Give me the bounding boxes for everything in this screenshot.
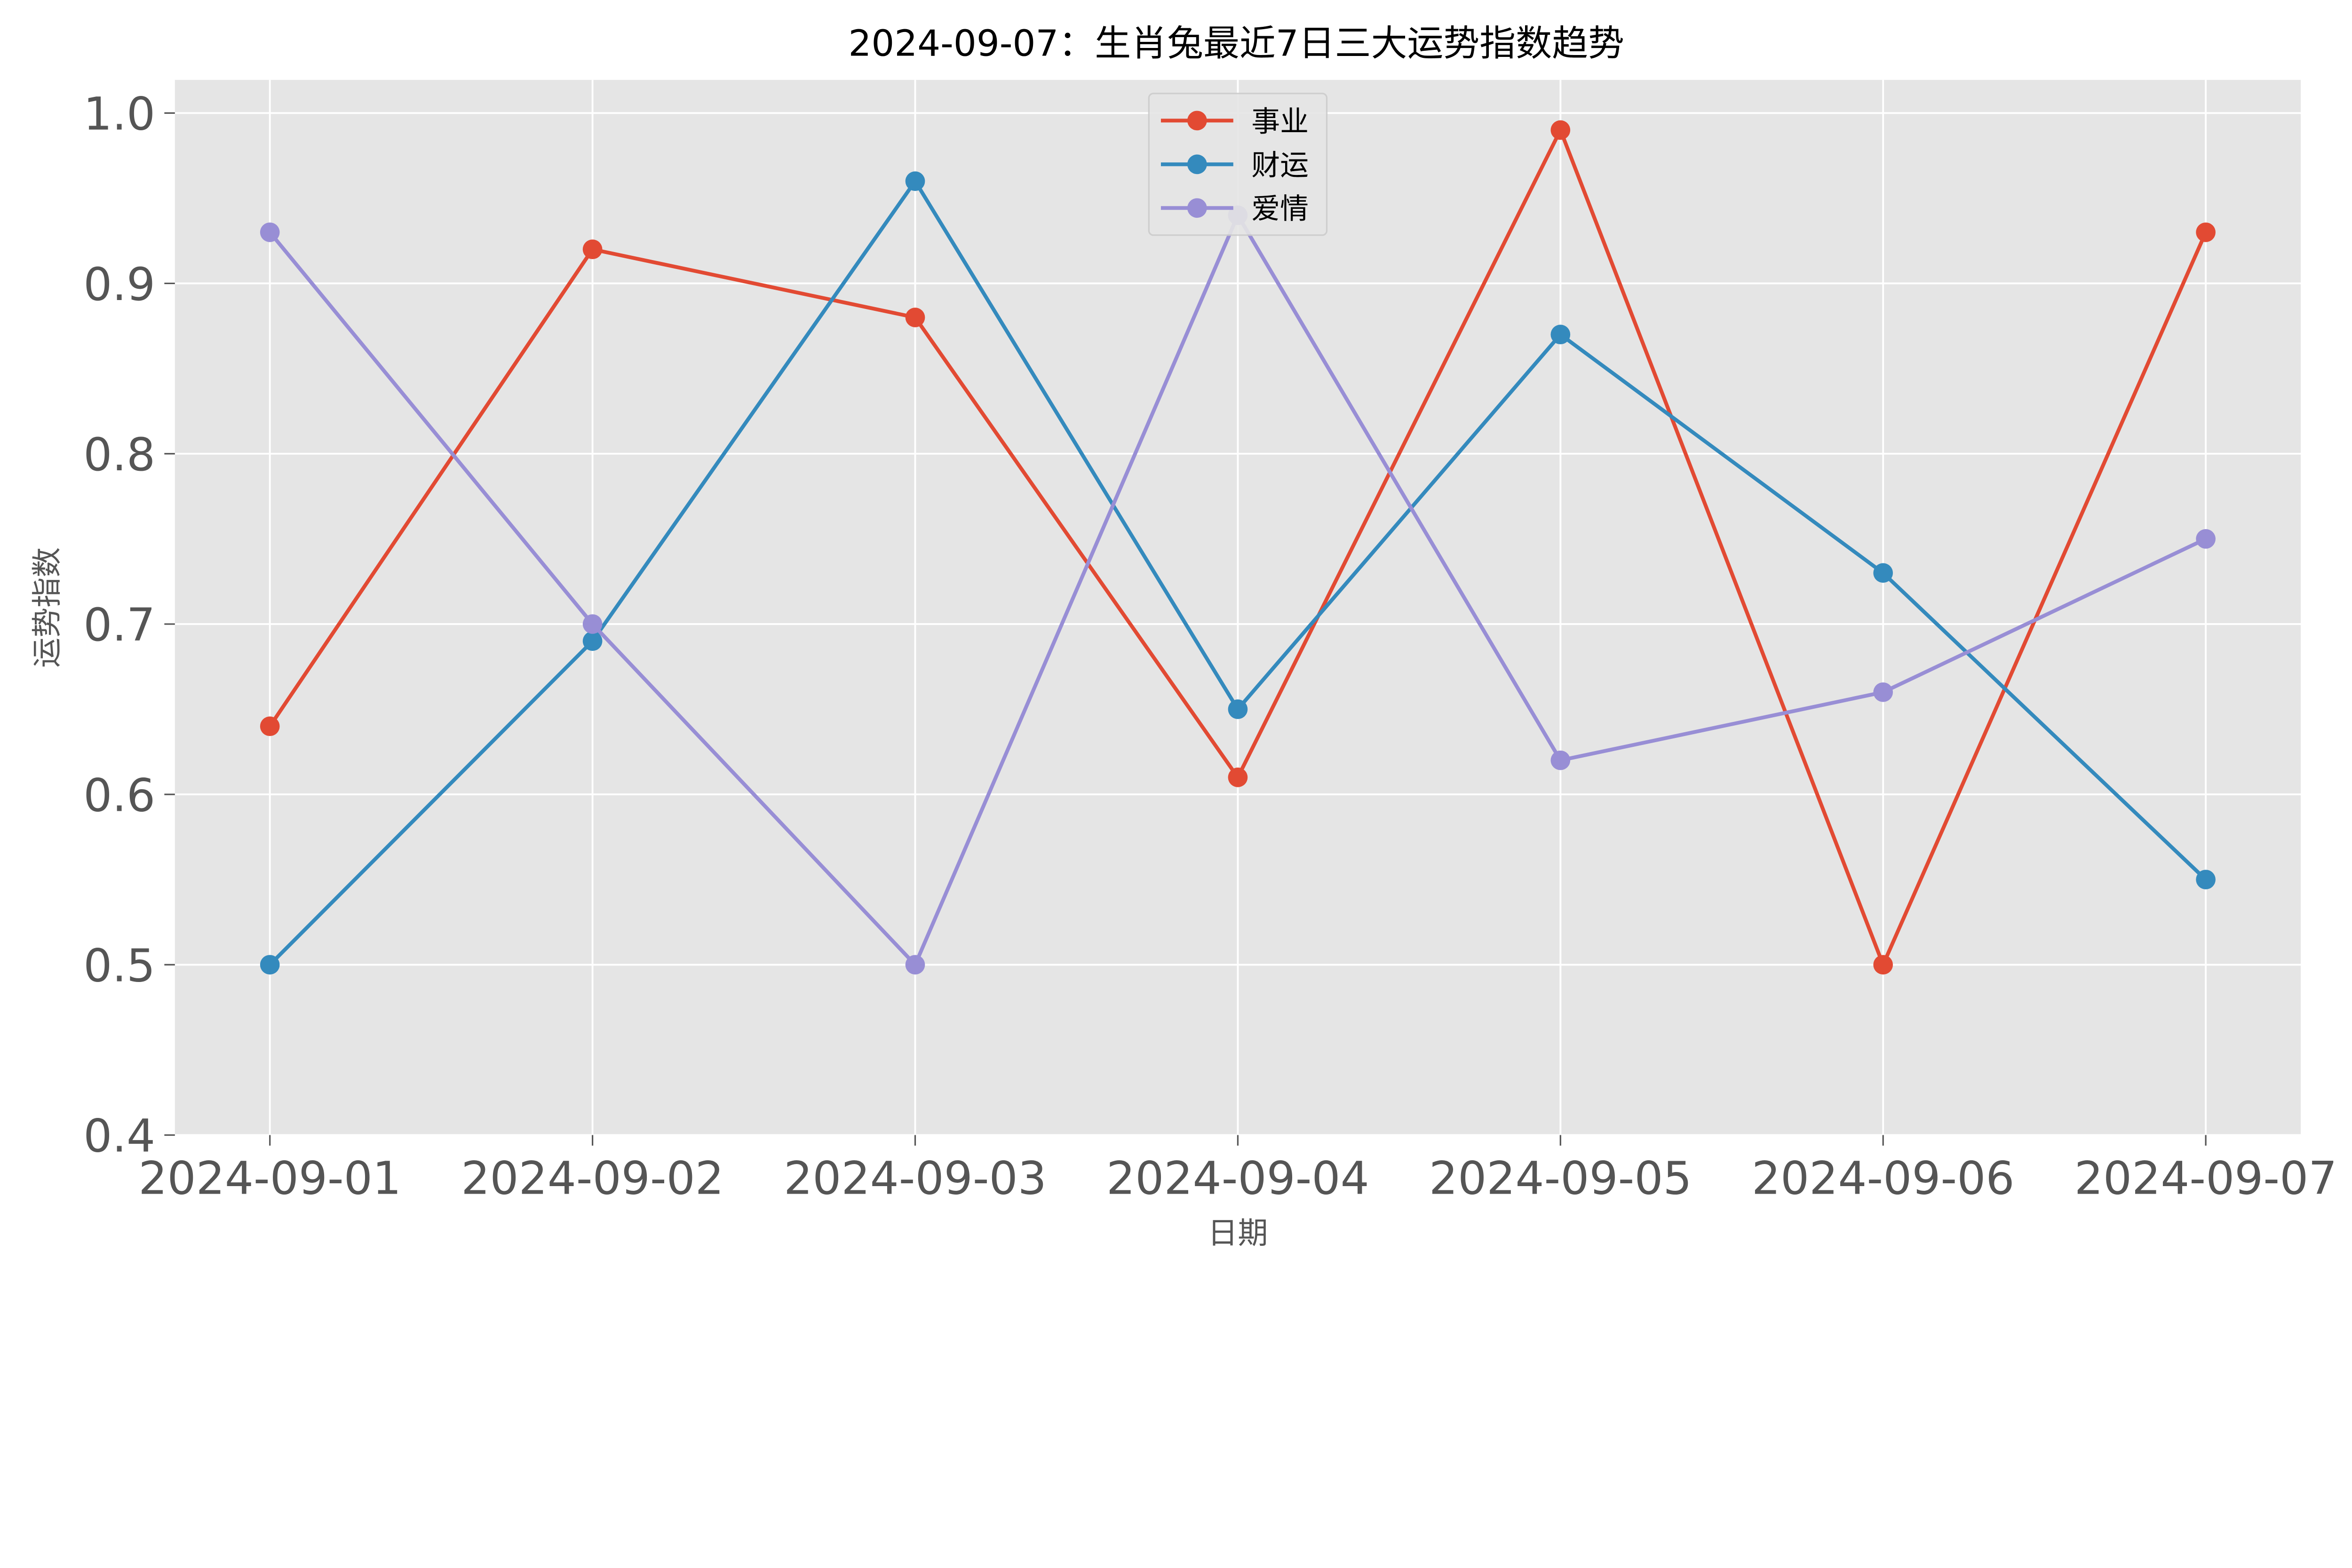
data-point xyxy=(260,222,280,242)
data-point xyxy=(2196,222,2216,242)
series-1 xyxy=(260,171,2216,975)
data-point xyxy=(1873,955,1893,975)
data-point xyxy=(905,308,925,327)
y-tick-label: 0.7 xyxy=(83,599,155,651)
data-point xyxy=(905,171,925,191)
x-tick-label: 2024-09-04 xyxy=(1106,1152,1369,1204)
data-point xyxy=(2196,529,2216,549)
data-point xyxy=(1873,682,1893,702)
chart-title: 2024-09-07：生肖兔最近7日三大运势指数趋势 xyxy=(848,23,1624,65)
data-point xyxy=(1873,563,1893,583)
legend-marker xyxy=(1187,198,1207,218)
data-point xyxy=(1228,699,1248,719)
data-point xyxy=(905,955,925,975)
x-tick-label: 2024-09-05 xyxy=(1429,1152,1692,1204)
x-tick-label: 2024-09-03 xyxy=(784,1152,1047,1204)
legend-label: 事业 xyxy=(1251,105,1309,138)
x-tick-label: 2024-09-06 xyxy=(1752,1152,2015,1204)
data-point xyxy=(260,716,280,736)
data-point xyxy=(1228,768,1248,787)
y-tick-label: 0.5 xyxy=(83,940,155,992)
legend-label: 爱情 xyxy=(1251,192,1309,226)
y-tick-label: 1.0 xyxy=(83,88,155,141)
data-point xyxy=(1550,120,1571,140)
data-point xyxy=(582,631,603,651)
data-point xyxy=(2196,870,2216,890)
x-tick-label: 2024-09-07 xyxy=(2074,1152,2337,1204)
legend-marker xyxy=(1187,154,1207,174)
data-point xyxy=(1550,750,1571,770)
y-tick-label: 0.8 xyxy=(83,428,155,481)
legend-label: 财运 xyxy=(1251,149,1309,182)
data-point xyxy=(1550,325,1571,345)
x-tick-label: 2024-09-01 xyxy=(138,1152,401,1204)
x-tick-label: 2024-09-02 xyxy=(461,1152,724,1204)
y-tick-label: 0.6 xyxy=(83,769,155,822)
y-tick-label: 0.9 xyxy=(83,258,155,311)
x-axis-label: 日期 xyxy=(1208,1216,1268,1251)
line-chart: 2024-09-01 2024-09-02 2024-09-03 2024-09-04… xyxy=(30,23,2337,1251)
data-point xyxy=(582,239,603,259)
y-tick-label: 0.4 xyxy=(83,1110,155,1163)
series-0 xyxy=(260,120,2216,975)
legend-marker xyxy=(1187,111,1207,131)
data-point xyxy=(582,614,603,634)
y-axis-label: 运势指数 xyxy=(30,547,65,667)
data-point xyxy=(260,955,280,975)
